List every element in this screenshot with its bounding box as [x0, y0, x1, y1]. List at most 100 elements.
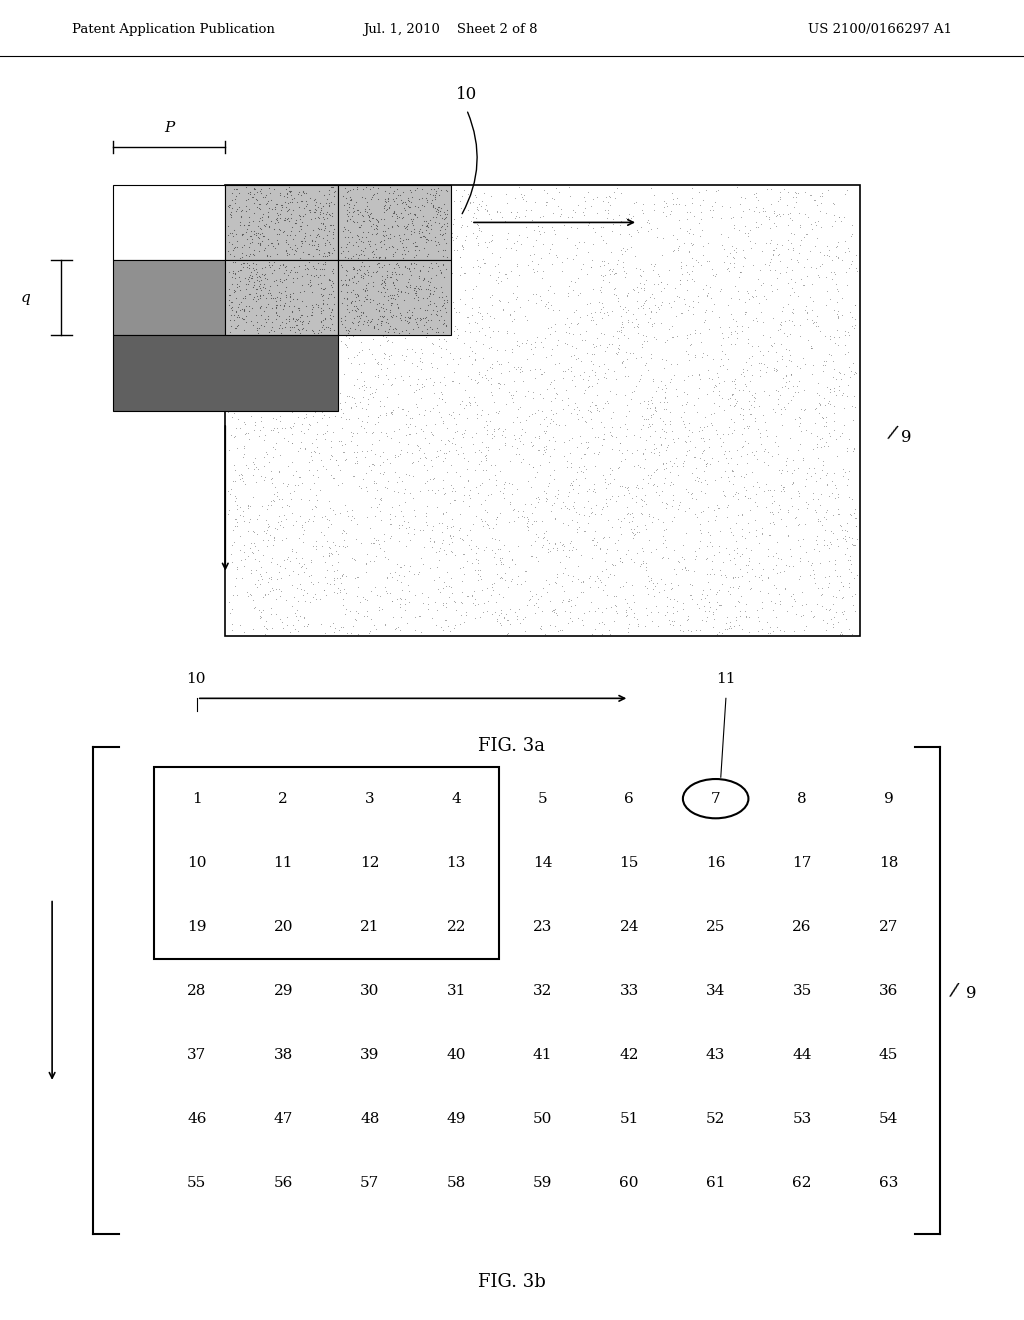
Point — [687, 540, 703, 561]
Point — [435, 578, 452, 599]
Point — [740, 548, 757, 569]
Point — [398, 219, 415, 240]
Point — [843, 549, 859, 570]
Point — [232, 319, 249, 341]
Point — [241, 198, 257, 219]
Point — [317, 458, 334, 479]
Point — [483, 367, 500, 388]
Point — [679, 220, 695, 242]
Point — [771, 494, 787, 515]
Point — [408, 277, 424, 298]
Point — [322, 337, 338, 358]
Point — [345, 178, 361, 199]
Point — [657, 381, 674, 403]
Point — [490, 529, 507, 550]
Text: 43: 43 — [706, 1048, 725, 1061]
Point — [624, 312, 640, 333]
Point — [830, 308, 847, 329]
Point — [818, 280, 835, 301]
Point — [355, 276, 372, 297]
Point — [385, 236, 401, 257]
Point — [640, 391, 656, 412]
Point — [433, 263, 450, 284]
Point — [266, 528, 283, 549]
Point — [799, 462, 815, 483]
Point — [655, 473, 672, 494]
Point — [624, 574, 640, 595]
Point — [223, 292, 240, 313]
Point — [394, 399, 411, 420]
Point — [384, 202, 400, 223]
Point — [284, 503, 300, 524]
Point — [333, 399, 349, 420]
Point — [406, 220, 422, 242]
Point — [298, 215, 314, 236]
Point — [357, 399, 374, 420]
Point — [409, 281, 425, 302]
Point — [412, 350, 428, 371]
Point — [570, 569, 587, 590]
Point — [226, 236, 243, 257]
Point — [227, 247, 244, 268]
Point — [796, 379, 812, 400]
Point — [383, 525, 399, 546]
Point — [416, 238, 432, 259]
Point — [542, 374, 558, 395]
Point — [409, 197, 425, 218]
Point — [255, 529, 271, 550]
Point — [476, 446, 493, 467]
Point — [244, 228, 260, 249]
Point — [267, 302, 284, 323]
Point — [434, 246, 451, 267]
Point — [404, 466, 421, 487]
Point — [376, 461, 392, 482]
Point — [401, 308, 418, 329]
Point — [843, 253, 859, 275]
Point — [323, 191, 339, 213]
Point — [693, 255, 710, 276]
Point — [726, 276, 742, 297]
Point — [390, 306, 407, 327]
Point — [469, 249, 485, 271]
Point — [502, 305, 518, 326]
Point — [228, 568, 245, 589]
Point — [755, 201, 771, 222]
Point — [365, 214, 381, 235]
Point — [433, 281, 450, 302]
Point — [253, 314, 269, 335]
Point — [471, 321, 487, 342]
Point — [639, 578, 655, 599]
Point — [254, 206, 270, 227]
Point — [388, 293, 404, 314]
Point — [333, 236, 349, 257]
Point — [362, 310, 379, 331]
Point — [594, 308, 610, 329]
Point — [736, 301, 753, 322]
Point — [384, 236, 400, 257]
Point — [245, 252, 261, 273]
Point — [356, 238, 373, 259]
Point — [653, 434, 670, 455]
Point — [539, 416, 555, 437]
Point — [670, 574, 686, 595]
Point — [681, 412, 697, 433]
Point — [686, 446, 702, 467]
Point — [773, 480, 790, 502]
Point — [341, 408, 357, 429]
Point — [455, 426, 471, 447]
Point — [257, 240, 273, 261]
Point — [416, 268, 432, 289]
Point — [224, 260, 241, 281]
Point — [401, 197, 418, 218]
Point — [268, 417, 285, 438]
Point — [607, 554, 624, 576]
Point — [315, 524, 332, 545]
Point — [673, 251, 689, 272]
Point — [222, 602, 239, 623]
Point — [383, 401, 399, 422]
Point — [831, 206, 848, 227]
Point — [435, 470, 452, 491]
Point — [471, 362, 487, 383]
Point — [362, 376, 379, 397]
Point — [408, 235, 424, 256]
